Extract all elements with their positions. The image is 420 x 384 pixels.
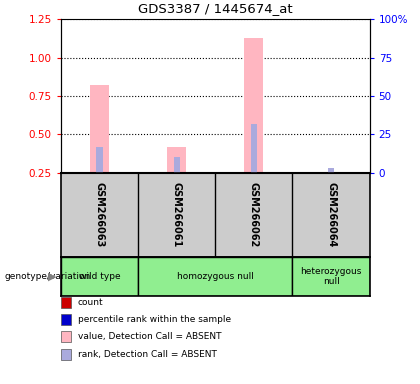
Bar <box>61 257 138 296</box>
Bar <box>167 147 186 173</box>
Bar <box>90 85 109 173</box>
Text: ▶: ▶ <box>48 271 57 281</box>
Bar <box>97 147 102 173</box>
Bar <box>251 124 257 173</box>
Text: wild type: wild type <box>79 272 120 281</box>
Bar <box>138 257 292 296</box>
Text: GSM266064: GSM266064 <box>326 182 336 248</box>
Text: GSM266061: GSM266061 <box>172 182 182 248</box>
Text: GSM266062: GSM266062 <box>249 182 259 248</box>
Bar <box>328 168 334 173</box>
Text: heterozygous
null: heterozygous null <box>300 267 362 286</box>
Bar <box>321 173 341 174</box>
Text: percentile rank within the sample: percentile rank within the sample <box>78 315 231 324</box>
Text: GSM266063: GSM266063 <box>94 182 105 248</box>
Text: homozygous null: homozygous null <box>177 272 254 281</box>
Title: GDS3387 / 1445674_at: GDS3387 / 1445674_at <box>138 2 293 15</box>
Bar <box>244 38 263 173</box>
Text: count: count <box>78 298 103 307</box>
Bar <box>292 257 370 296</box>
Text: genotype/variation: genotype/variation <box>4 272 90 281</box>
Text: rank, Detection Call = ABSENT: rank, Detection Call = ABSENT <box>78 349 217 359</box>
Text: value, Detection Call = ABSENT: value, Detection Call = ABSENT <box>78 332 221 341</box>
Bar <box>173 157 180 173</box>
